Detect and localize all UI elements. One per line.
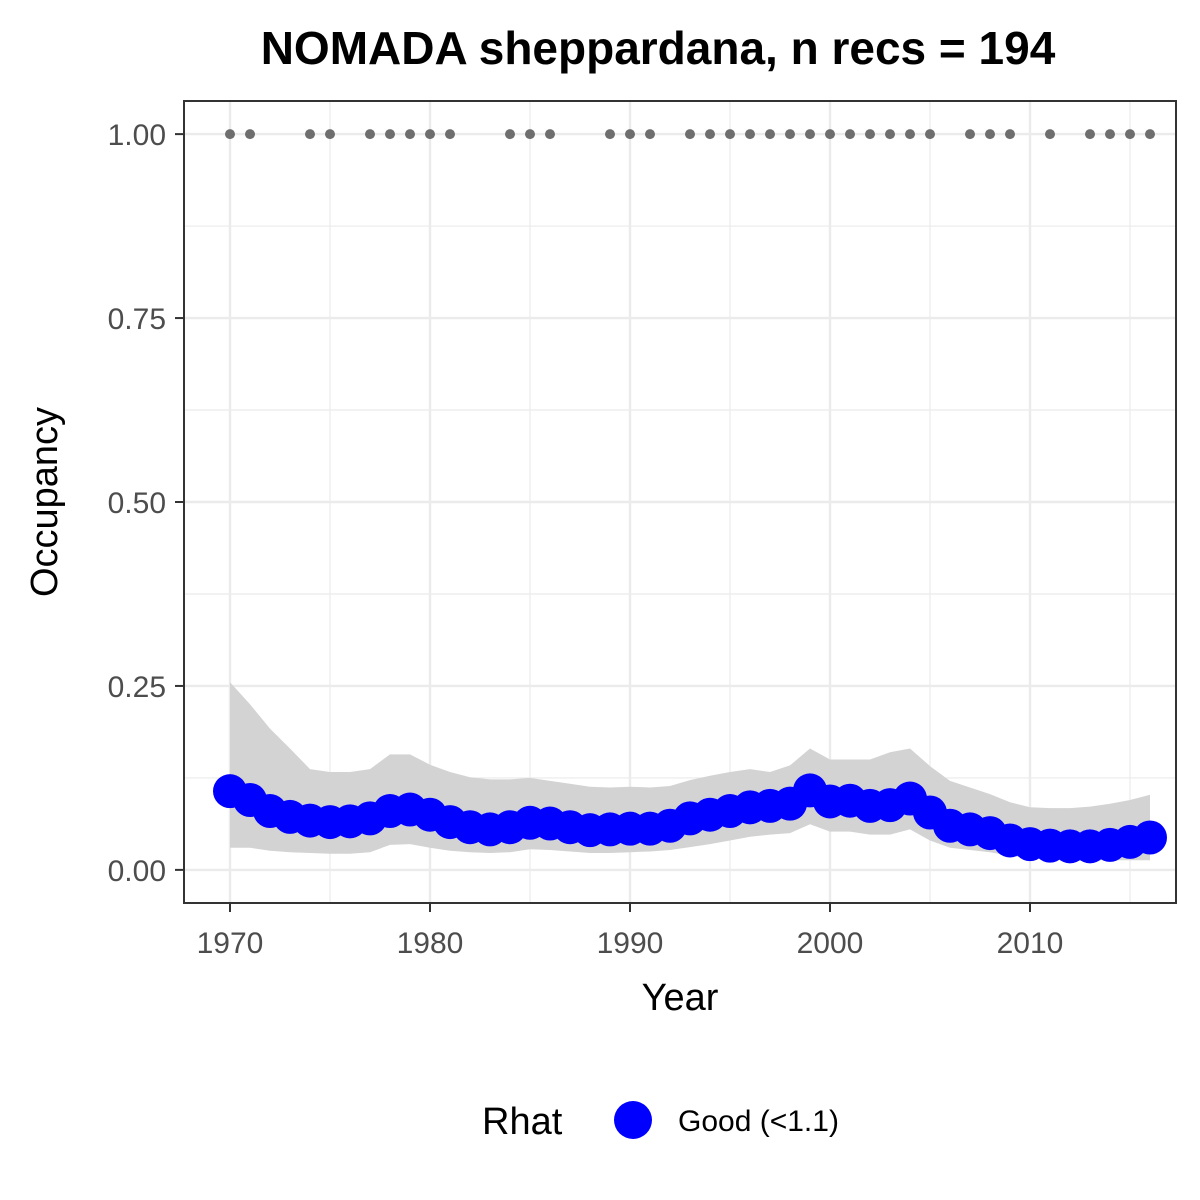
legend-label-good: Good (<1.1): [678, 1105, 839, 1138]
record-dot: [685, 129, 695, 140]
record-dot: [225, 129, 235, 140]
legend: Rhat Good (<1.1): [482, 1101, 839, 1143]
legend-title: Rhat: [482, 1101, 563, 1143]
record-dot: [645, 129, 655, 140]
x-axis: 1970 1980 1990 2000 2010: [197, 903, 1064, 960]
record-dot: [765, 129, 775, 140]
x-tick-label: 1980: [397, 927, 464, 960]
x-tick-label: 1970: [197, 927, 264, 960]
record-dot: [505, 129, 515, 140]
record-dot: [985, 129, 995, 140]
record-dot: [305, 129, 315, 140]
record-dot: [1085, 129, 1095, 140]
x-axis-title: Year: [642, 977, 719, 1019]
y-tick-label: 1.00: [108, 119, 166, 152]
record-dot: [805, 129, 815, 140]
x-tick-label: 2010: [997, 927, 1064, 960]
record-dot: [425, 129, 435, 140]
record-dot: [725, 129, 735, 140]
record-dots-layer: [225, 129, 1155, 140]
y-tick-label: 0.50: [108, 487, 166, 520]
y-axis-title: Occupancy: [24, 407, 66, 597]
y-tick-label: 0.25: [108, 671, 166, 704]
record-dot: [845, 129, 855, 140]
record-dot: [865, 129, 875, 140]
y-axis: 0.00 0.25 0.50 0.75 1.00: [108, 119, 184, 888]
record-dot: [705, 129, 715, 140]
record-dot: [1145, 129, 1155, 140]
record-dot: [885, 129, 895, 140]
record-dot: [745, 129, 755, 140]
record-dot: [325, 129, 335, 140]
record-dot: [605, 129, 615, 140]
record-dot: [1105, 129, 1115, 140]
occupancy-point: [1133, 820, 1167, 855]
legend-key-good: [614, 1101, 652, 1139]
chart-title: NOMADA sheppardana, n recs = 194: [261, 22, 1056, 74]
x-tick-label: 2000: [797, 927, 864, 960]
record-dot: [245, 129, 255, 140]
record-dot: [965, 129, 975, 140]
record-dot: [385, 129, 395, 140]
record-dot: [1045, 129, 1055, 140]
record-dot: [785, 129, 795, 140]
record-dot: [1125, 129, 1135, 140]
record-dot: [365, 129, 375, 140]
record-dot: [525, 129, 535, 140]
record-dot: [925, 129, 935, 140]
record-dot: [625, 129, 635, 140]
y-tick-label: 0.75: [108, 303, 166, 336]
x-tick-label: 1990: [597, 927, 664, 960]
record-dot: [445, 129, 455, 140]
record-dot: [825, 129, 835, 140]
y-tick-label: 0.00: [108, 855, 166, 888]
record-dot: [545, 129, 555, 140]
record-dot: [405, 129, 415, 140]
occupancy-series-layer: [213, 773, 1167, 864]
record-dot: [1005, 129, 1015, 140]
record-dot: [905, 129, 915, 140]
